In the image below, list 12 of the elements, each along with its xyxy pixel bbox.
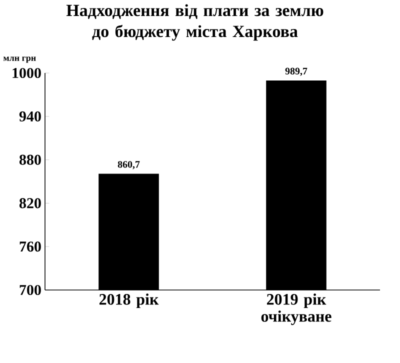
- y-tick-label: 940: [19, 111, 41, 122]
- y-tick-label: 880: [19, 154, 41, 165]
- y-tick-label: 820: [19, 198, 41, 208]
- y-tick-label: 760: [20, 242, 41, 252]
- y-axis-title: млн грн: [3, 56, 36, 63]
- y-tick-label: 700: [20, 284, 41, 296]
- data-label: 989,7: [285, 68, 308, 76]
- data-label: 860,7: [118, 161, 140, 170]
- chart-title: Надходження від плати за землю до бюджету міста Харкова: [66, 4, 324, 41]
- x-tick-label: 2018 рік: [99, 294, 159, 308]
- y-tick-label: 1000: [12, 68, 41, 78]
- x-tick-label: 2019 рік очікуване: [261, 294, 332, 326]
